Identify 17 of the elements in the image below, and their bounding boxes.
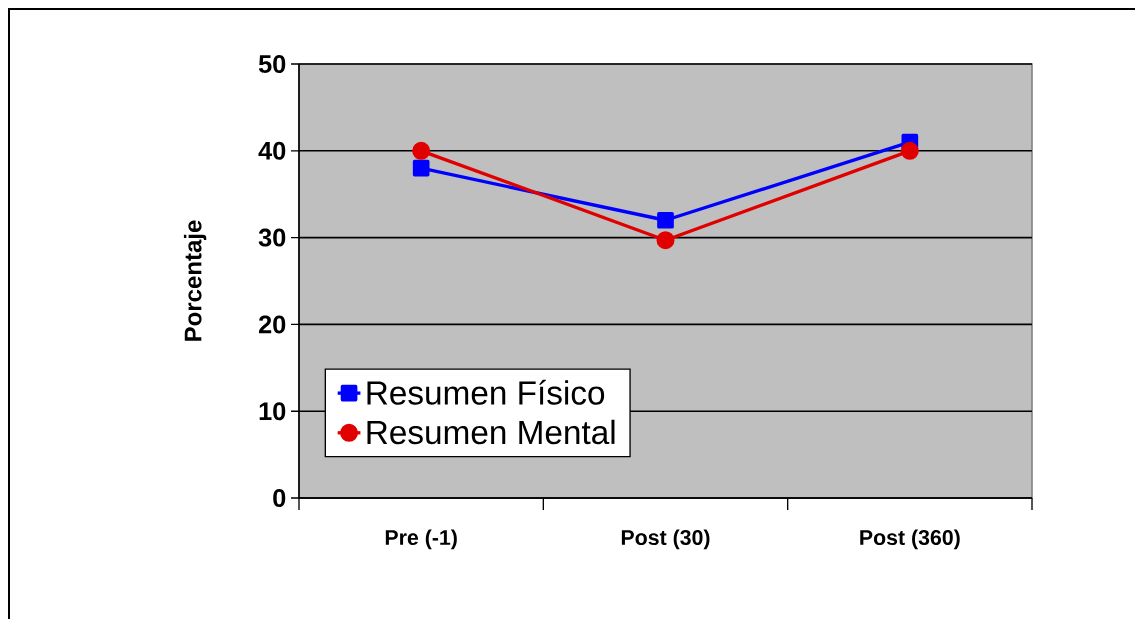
x-tick-label: Pre (-1)	[385, 529, 457, 550]
x-tick-label: Post (30)	[621, 529, 710, 550]
legend-label: Resumen Físico	[367, 379, 605, 405]
point	[656, 231, 675, 250]
y-tick-label: 10	[259, 402, 286, 421]
y-tick-label: 0	[273, 489, 286, 507]
y-tick-label: 40	[258, 141, 286, 160]
point	[900, 141, 919, 160]
y-tick-label: 50	[258, 55, 286, 73]
y-tick-label: 30	[258, 228, 286, 247]
point	[412, 159, 430, 177]
y-tick-label: 20	[258, 315, 286, 334]
y-axis-title: Porcentaje	[183, 220, 207, 341]
legend-label: Resumen Mental	[367, 419, 615, 445]
point	[657, 211, 674, 229]
point	[412, 141, 431, 160]
x-tick-label: Post (360)	[860, 529, 960, 550]
